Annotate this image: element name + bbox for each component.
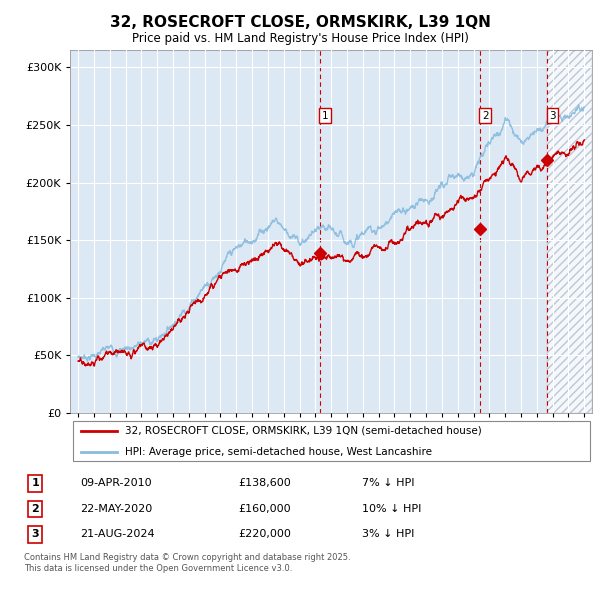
Text: 2: 2 — [31, 504, 39, 514]
Text: Contains HM Land Registry data © Crown copyright and database right 2025.
This d: Contains HM Land Registry data © Crown c… — [24, 553, 350, 573]
Text: 22-MAY-2020: 22-MAY-2020 — [80, 504, 152, 514]
Text: £220,000: £220,000 — [238, 529, 291, 539]
Text: 09-APR-2010: 09-APR-2010 — [80, 478, 152, 489]
Text: 1: 1 — [31, 478, 39, 489]
Text: HPI: Average price, semi-detached house, West Lancashire: HPI: Average price, semi-detached house,… — [125, 447, 432, 457]
Text: 32, ROSECROFT CLOSE, ORMSKIRK, L39 1QN (semi-detached house): 32, ROSECROFT CLOSE, ORMSKIRK, L39 1QN (… — [125, 426, 482, 436]
Text: £138,600: £138,600 — [238, 478, 291, 489]
Bar — [547, 50, 592, 413]
Text: £160,000: £160,000 — [238, 504, 291, 514]
Text: 2: 2 — [482, 111, 488, 121]
Text: 3% ↓ HPI: 3% ↓ HPI — [362, 529, 415, 539]
Text: 32, ROSECROFT CLOSE, ORMSKIRK, L39 1QN: 32, ROSECROFT CLOSE, ORMSKIRK, L39 1QN — [110, 15, 490, 30]
Text: Price paid vs. HM Land Registry's House Price Index (HPI): Price paid vs. HM Land Registry's House … — [131, 32, 469, 45]
FancyBboxPatch shape — [73, 421, 590, 461]
Text: 3: 3 — [549, 111, 556, 121]
Text: 1: 1 — [322, 111, 329, 121]
Text: 3: 3 — [31, 529, 39, 539]
Text: 10% ↓ HPI: 10% ↓ HPI — [362, 504, 422, 514]
Text: 21-AUG-2024: 21-AUG-2024 — [80, 529, 155, 539]
Text: 7% ↓ HPI: 7% ↓ HPI — [362, 478, 415, 489]
